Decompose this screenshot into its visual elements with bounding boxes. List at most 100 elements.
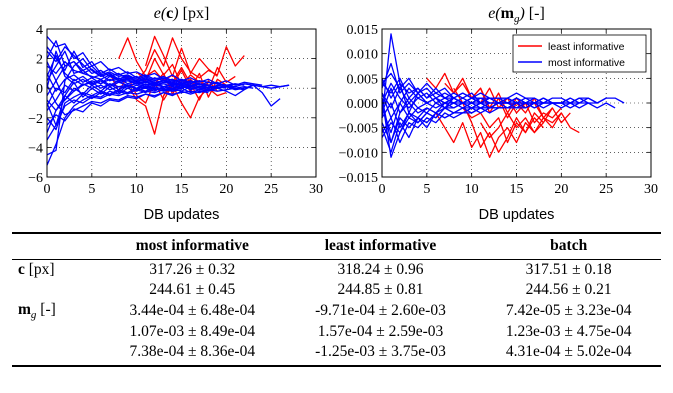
plot-title-symbol: c: [166, 5, 173, 22]
series-line-most-informative: [46, 73, 209, 92]
table-header-most-informative: most informative: [135, 237, 249, 254]
x-tick-label: 10: [465, 182, 479, 197]
table-cell: 317.26 ± 0.32: [149, 261, 236, 278]
table-row: mg [-] 3.44e-04 ± 6.48e-04 -9.71e-04 ± 2…: [12, 300, 661, 322]
table-cell: 1.57e-04 ± 2.59e-03: [317, 323, 444, 341]
series-line-most-informative: [46, 50, 164, 89]
table-header-least-informative: least informative: [324, 237, 437, 254]
series-line-most-informative: [46, 60, 245, 88]
table-cell: -1.25e-03 ± 3.75e-03: [315, 343, 446, 361]
series-group: [381, 33, 625, 158]
series-line-most-informative: [46, 78, 155, 107]
y-tick-label: 4: [36, 23, 43, 38]
series-line-least-informative: [471, 87, 562, 124]
x-tick-label: 20: [554, 182, 568, 197]
plot-gravity-error: e(mg) [-] 0 5 10 15 20 25 30 −0.015 −0.010 −0.00…: [339, 5, 658, 223]
table-cell: 318.24 ± 0.96: [337, 261, 424, 278]
x-ticks: 0 5 10 15 20 25 30: [379, 29, 658, 197]
table-header-row: most informative least informative batch: [12, 233, 661, 260]
x-tick-label: 25: [264, 182, 278, 197]
series-line-most-informative: [46, 46, 200, 83]
x-tick-label: 25: [599, 182, 613, 197]
row-label-subscript: g: [30, 309, 37, 322]
table-cell: 244.61 ± 0.45: [149, 281, 236, 298]
x-tick-label: 30: [309, 182, 323, 197]
x-tick-label: 5: [88, 182, 95, 197]
x-tick-label: 30: [644, 182, 658, 197]
results-table-container: most informative least informative batch…: [12, 232, 661, 367]
x-ticks: 0 5 10 15 20 25 30: [44, 29, 323, 197]
y-tick-label: −0.015: [339, 171, 378, 186]
y-tick-label: 0.010: [347, 48, 379, 63]
table-row: 244.61 ± 0.45 244.85 ± 0.81 244.56 ± 0.2…: [12, 280, 661, 300]
x-tick-label: 15: [510, 182, 524, 197]
legend-label-most-informative: most informative: [548, 57, 625, 69]
row-label-gravity: mg [-]: [12, 300, 100, 322]
row-label-unit: [-]: [40, 301, 56, 318]
x-tick-label: 0: [44, 182, 51, 197]
table-row: 7.38e-04 ± 8.36e-04 -1.25e-03 ± 3.75e-03…: [12, 342, 661, 367]
table-cell: 3.44e-04 ± 6.48e-04: [129, 302, 256, 320]
series-line-most-informative: [46, 90, 209, 126]
series-line-most-informative: [46, 50, 191, 88]
table-cell: 7.42e-05 ± 3.23e-04: [505, 302, 632, 320]
series-line-least-informative: [435, 112, 562, 158]
legend: least informative most informative: [512, 34, 647, 73]
series-line-least-informative: [144, 35, 218, 78]
y-tick-label: 2: [36, 53, 43, 68]
series-line-most-informative: [381, 107, 508, 153]
series-line-most-informative: [381, 77, 499, 104]
row-label-camera-center: c [px]: [12, 260, 100, 281]
table-cell: 244.85 ± 0.81: [337, 281, 424, 298]
row-label-empty: [12, 322, 100, 342]
series-line-most-informative: [46, 60, 173, 85]
y-tick-label: 0.015: [347, 23, 379, 38]
y-tick-label: −0.010: [339, 146, 378, 161]
series-line-least-informative: [453, 87, 553, 153]
plot-title-fn: e(: [488, 5, 502, 22]
y-tick-label: 0: [36, 82, 43, 97]
legend-box: [512, 34, 647, 73]
table-row: c [px] 317.26 ± 0.32 318.24 ± 0.96 317.5…: [12, 260, 661, 281]
series-group: [46, 35, 290, 166]
plot-title-fn: e(: [154, 5, 168, 22]
plot-title-close: ): [172, 5, 178, 22]
table-header-batch: batch: [550, 237, 588, 254]
plot-title-symbol: m: [501, 5, 515, 22]
plot-title-unit: [-]: [525, 5, 545, 22]
table-row: 1.07e-03 ± 8.49e-04 1.57e-04 ± 2.59e-03 …: [12, 322, 661, 342]
series-line-most-informative: [46, 40, 236, 86]
y-tick-label: −4: [28, 141, 43, 156]
series-line-most-informative: [381, 62, 535, 104]
plot-title-close: ): [518, 5, 524, 22]
plot-title: e(c) [px]: [154, 5, 210, 22]
table-cell: 7.38e-04 ± 8.36e-04: [129, 343, 256, 361]
y-tick-label: −0.005: [339, 122, 378, 137]
x-axis-label: DB updates: [479, 207, 555, 223]
x-tick-label: 15: [175, 182, 189, 197]
table-cell: 1.23e-03 ± 4.75e-04: [505, 323, 632, 341]
y-tick-label: −2: [28, 112, 43, 127]
row-label-symbol: m: [18, 301, 31, 318]
legend-label-least-informative: least informative: [548, 41, 625, 53]
series-line-most-informative: [381, 97, 481, 144]
table-cell: 317.51 ± 0.18: [525, 261, 612, 278]
series-line-most-informative: [46, 54, 227, 89]
series-line-least-informative: [480, 112, 544, 139]
plot-title: e(mg) [-]: [488, 5, 545, 25]
row-label-empty: [12, 280, 100, 300]
y-ticks: −0.015 −0.010 −0.005 0.000 0.005 0.010 0.015: [339, 23, 651, 186]
plot-title-unit: [px]: [179, 5, 210, 22]
plot-title-subscript: g: [514, 13, 520, 25]
table-cell: -9.71e-04 ± 2.60e-03: [315, 302, 446, 320]
series-line-most-informative: [46, 84, 254, 166]
y-tick-label: −6: [28, 171, 43, 186]
x-tick-label: 5: [423, 182, 430, 197]
row-label-empty: [12, 342, 100, 366]
row-label-symbol: c: [18, 261, 25, 278]
series-line-least-informative: [462, 107, 544, 144]
table-cell: 1.07e-03 ± 8.49e-04: [129, 323, 256, 341]
series-line-most-informative: [381, 102, 490, 129]
table-cell: 4.31e-04 ± 5.02e-04: [505, 343, 632, 361]
